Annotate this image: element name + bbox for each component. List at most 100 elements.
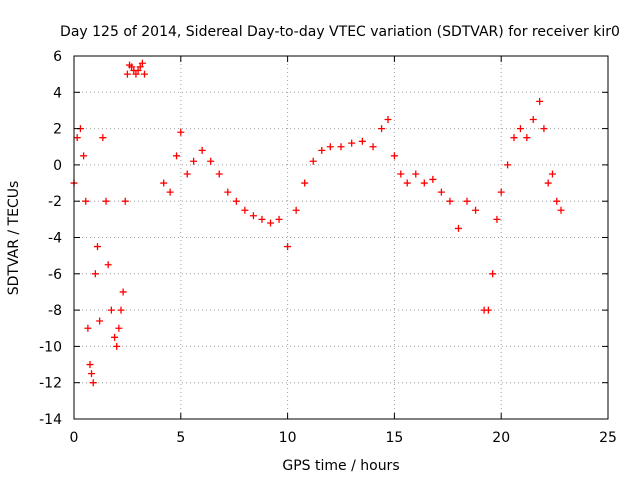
y-tick-label-1: -12 bbox=[39, 376, 62, 392]
y-tick-label-9: 4 bbox=[53, 85, 62, 101]
x-tick-label-0: 0 bbox=[70, 430, 79, 446]
data-point-0-59 bbox=[390, 152, 398, 160]
data-point-0-50 bbox=[309, 157, 317, 165]
data-point-0-45 bbox=[267, 219, 275, 227]
y-tick-label-2: -10 bbox=[39, 339, 62, 355]
data-point-0-9 bbox=[91, 270, 99, 278]
data-point-0-74 bbox=[497, 188, 505, 196]
grid-lines bbox=[74, 56, 608, 419]
data-point-0-53 bbox=[337, 143, 345, 151]
x-axis-label: GPS time / hours bbox=[282, 458, 399, 474]
y-tick-label-7: 0 bbox=[53, 158, 62, 174]
data-point-0-18 bbox=[115, 324, 123, 332]
data-point-0-37 bbox=[198, 146, 206, 154]
data-point-0-27 bbox=[134, 67, 142, 75]
y-tick-label-4: -6 bbox=[48, 267, 62, 283]
data-point-0-80 bbox=[536, 97, 544, 105]
y-tick-label-8: 2 bbox=[53, 122, 62, 138]
y-tick-label-3: -8 bbox=[48, 303, 62, 319]
data-point-0-46 bbox=[275, 215, 283, 223]
data-point-0-5 bbox=[84, 324, 92, 332]
data-point-0-33 bbox=[173, 152, 181, 160]
data-point-0-39 bbox=[215, 170, 223, 178]
data-point-0-12 bbox=[99, 134, 107, 142]
y-tick-labels: -14 -12 -10 -8 -6 -4 -2 0 2 4 6 bbox=[39, 49, 62, 428]
x-tick-labels: 0 5 10 15 20 25 bbox=[70, 430, 617, 446]
data-point-0-47 bbox=[284, 243, 292, 251]
data-point-0-36 bbox=[190, 157, 198, 165]
data-point-0-28 bbox=[136, 63, 144, 71]
data-point-0-85 bbox=[557, 206, 565, 214]
data-point-0-61 bbox=[403, 179, 411, 187]
data-points bbox=[70, 59, 565, 387]
data-point-0-24 bbox=[128, 63, 136, 71]
data-point-0-48 bbox=[292, 206, 300, 214]
data-point-0-35 bbox=[183, 170, 191, 178]
data-point-0-58 bbox=[384, 116, 392, 124]
data-point-0-49 bbox=[301, 179, 309, 187]
data-point-0-69 bbox=[472, 206, 480, 214]
data-point-0-81 bbox=[540, 125, 548, 133]
data-point-0-41 bbox=[232, 197, 240, 205]
data-point-0-17 bbox=[113, 342, 121, 350]
data-point-0-22 bbox=[123, 70, 131, 78]
data-point-0-10 bbox=[93, 243, 101, 251]
data-point-0-42 bbox=[241, 206, 249, 214]
data-point-0-63 bbox=[420, 179, 428, 187]
y-tick-label-6: -2 bbox=[48, 194, 62, 210]
data-point-0-67 bbox=[454, 224, 462, 232]
data-point-0-32 bbox=[166, 188, 174, 196]
data-point-0-3 bbox=[80, 152, 88, 160]
data-point-0-34 bbox=[177, 128, 185, 136]
chart-title: Day 125 of 2014, Sidereal Day-to-day VTE… bbox=[60, 24, 620, 40]
data-point-0-15 bbox=[107, 306, 115, 314]
data-point-0-7 bbox=[88, 370, 96, 378]
data-point-0-75 bbox=[504, 161, 512, 169]
data-point-0-62 bbox=[412, 170, 420, 178]
data-point-0-30 bbox=[140, 70, 148, 78]
y-tick-label-5: -4 bbox=[48, 231, 62, 247]
data-point-0-82 bbox=[544, 179, 552, 187]
data-point-0-38 bbox=[207, 157, 215, 165]
y-axis-label: SDTVAR / TECUs bbox=[6, 181, 22, 296]
data-point-0-79 bbox=[529, 116, 537, 124]
data-point-0-65 bbox=[437, 188, 445, 196]
data-point-0-78 bbox=[523, 134, 531, 142]
x-tick-label-3: 15 bbox=[385, 430, 403, 446]
data-point-0-4 bbox=[82, 197, 90, 205]
x-tick-label-5: 25 bbox=[599, 430, 617, 446]
x-tick-label-2: 10 bbox=[279, 430, 297, 446]
data-point-0-60 bbox=[397, 170, 405, 178]
data-point-0-40 bbox=[224, 188, 232, 196]
data-point-0-77 bbox=[516, 125, 524, 133]
data-point-0-72 bbox=[489, 270, 497, 278]
data-point-0-83 bbox=[548, 170, 556, 178]
data-point-0-8 bbox=[89, 379, 97, 387]
data-point-0-56 bbox=[369, 143, 377, 151]
data-point-0-51 bbox=[318, 146, 326, 154]
x-tick-label-1: 5 bbox=[176, 430, 185, 446]
axis-ticks bbox=[73, 55, 609, 420]
data-point-0-64 bbox=[429, 175, 437, 183]
x-tick-label-4: 20 bbox=[492, 430, 510, 446]
data-point-0-52 bbox=[326, 143, 334, 151]
data-point-0-43 bbox=[249, 212, 257, 220]
data-point-0-31 bbox=[160, 179, 168, 187]
data-point-0-73 bbox=[493, 215, 501, 223]
data-point-0-20 bbox=[119, 288, 127, 296]
data-point-0-13 bbox=[102, 197, 110, 205]
data-point-0-29 bbox=[138, 59, 146, 67]
data-point-0-44 bbox=[258, 215, 266, 223]
data-point-0-6 bbox=[86, 361, 94, 369]
data-point-0-26 bbox=[132, 70, 140, 78]
data-point-0-19 bbox=[117, 306, 125, 314]
data-point-0-14 bbox=[104, 261, 112, 269]
data-point-0-84 bbox=[553, 197, 561, 205]
data-point-0-11 bbox=[96, 317, 104, 325]
data-point-0-1 bbox=[73, 134, 81, 142]
data-point-0-76 bbox=[510, 134, 518, 142]
data-point-0-21 bbox=[121, 197, 129, 205]
y-tick-label-10: 6 bbox=[53, 49, 62, 65]
data-point-0-16 bbox=[111, 333, 119, 341]
